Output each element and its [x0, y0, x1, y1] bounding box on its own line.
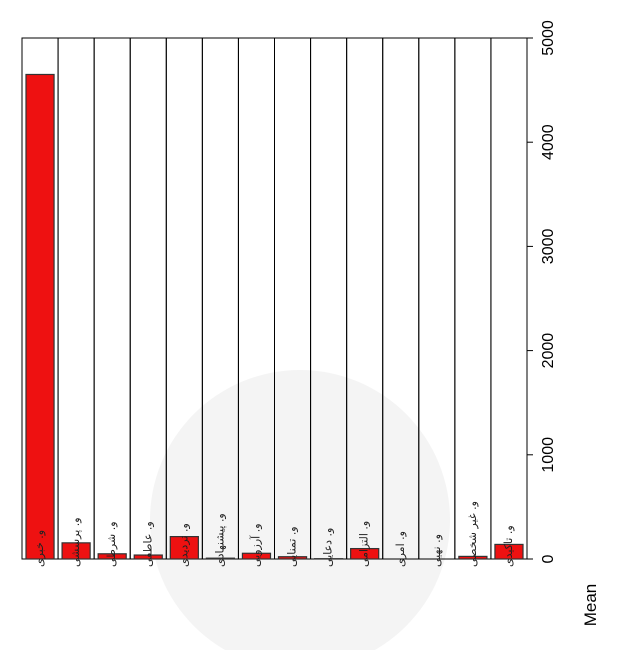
bar [205, 557, 236, 560]
tick-label: 4000 [540, 124, 557, 160]
category-label: و. تمنایی [286, 526, 299, 567]
bar [241, 552, 272, 560]
category-label: و. دعایی [322, 528, 335, 567]
category-label: و. تردیدی [177, 523, 190, 567]
category-label: و. تاکیدی [502, 525, 515, 567]
tick-label: 0 [540, 554, 557, 563]
bar [458, 555, 488, 560]
category-label: و. التزامی [358, 521, 371, 567]
category-label: و. پرسشی [69, 517, 82, 567]
category-band [490, 37, 528, 560]
bar [169, 535, 199, 560]
category-label: و. عاطفی [141, 521, 154, 567]
tick-label: 5000 [540, 20, 557, 56]
category-labels: و. خبری و. پرسشی و. شرطی و. عاطفی و. تردیدی و… [33, 501, 515, 567]
bar [350, 547, 380, 560]
category-label: و. امری [394, 531, 407, 567]
bar [494, 543, 524, 560]
category-band [57, 37, 95, 560]
category-label: و. شرطی [105, 521, 118, 567]
category-label: و. خبری [33, 530, 46, 567]
category-bands [21, 37, 528, 560]
bar [277, 556, 308, 560]
bar [25, 73, 55, 560]
bar [133, 554, 163, 560]
category-label: و. آرزویی [248, 523, 262, 567]
value-axis: 0 1000 2000 3000 4000 5000 [527, 20, 557, 563]
category-label: و. نهیی [430, 534, 443, 567]
bar [97, 553, 127, 560]
category-band [454, 37, 492, 560]
category-band [93, 37, 131, 560]
category-label: و. پیشنهادی [213, 513, 226, 567]
tick-label: 1000 [540, 437, 557, 473]
category-label: و. غیر شخصی [466, 501, 479, 567]
bar [61, 542, 91, 560]
value-axis-title: Mean [581, 584, 600, 627]
tick-label: 3000 [540, 229, 557, 265]
watermark [150, 370, 450, 650]
tick-label: 2000 [540, 333, 557, 369]
bars [25, 73, 524, 560]
